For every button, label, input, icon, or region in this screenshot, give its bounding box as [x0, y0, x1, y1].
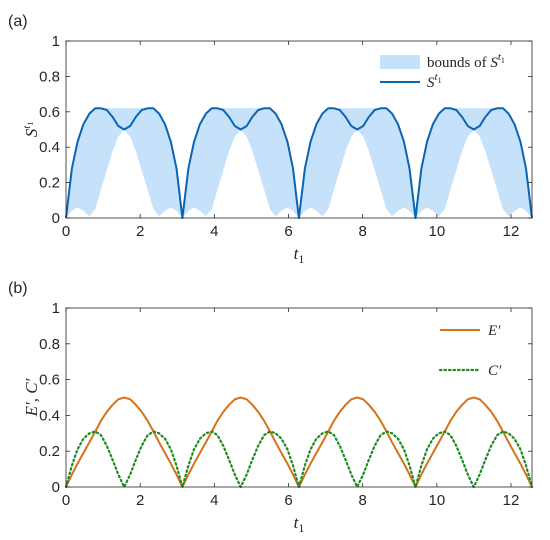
legend-label: C′ — [488, 363, 502, 379]
series-line-1 — [64, 430, 534, 489]
x-axis-title: t1 — [294, 244, 305, 266]
x-tick-label: 6 — [284, 492, 292, 509]
x-tick-label: 10 — [428, 492, 445, 509]
legend-label: St1 — [427, 71, 442, 91]
y-axis-title: E′, C′ — [22, 378, 41, 417]
x-tick-label: 8 — [359, 223, 367, 240]
y-tick-label: 0.8 — [39, 68, 60, 85]
y-tick-label: 0.6 — [39, 104, 60, 121]
x-tick-label: 10 — [428, 223, 445, 240]
y-axis-title-superscript-sub: 1 — [26, 122, 35, 126]
legend-label: E′ — [487, 323, 501, 339]
y-axis-title: St1 — [21, 122, 41, 138]
y-tick-label: 0 — [52, 210, 60, 227]
y-tick-label: 0.4 — [39, 139, 60, 156]
axes-box — [65, 40, 533, 219]
x-axis-title-main: t — [294, 244, 300, 263]
y-tick-label: 1 — [52, 300, 60, 317]
y-tick-label: 0 — [52, 479, 60, 496]
legend-label-symbol: S — [427, 75, 435, 91]
axes-box — [65, 307, 533, 488]
x-tick-label: 2 — [136, 492, 144, 509]
x-tick-label: 4 — [210, 492, 218, 509]
panel-label: (a) — [8, 13, 28, 30]
legend-label: bounds of St1 — [427, 51, 505, 71]
x-tick-label: 0 — [62, 492, 70, 509]
y-tick-label: 0.4 — [39, 407, 60, 424]
legend-label-superscript: t — [498, 51, 502, 63]
x-tick-label: 8 — [359, 492, 367, 509]
x-axis-title: t1 — [294, 513, 305, 535]
legend: E′ C′ — [438, 323, 502, 379]
x-tick-label: 6 — [284, 223, 292, 240]
y-axis-title-main: E′, C′ — [22, 378, 41, 417]
legend-label-main: bounds of — [427, 55, 490, 71]
x-tick-label: 2 — [136, 223, 144, 240]
x-axis-title-subscript: 1 — [298, 252, 304, 266]
legend-label-superscript: t — [435, 71, 439, 83]
y-tick-label: 0.2 — [39, 443, 60, 460]
legend-label-superscript-sub: 1 — [438, 76, 442, 85]
legend-label-superscript-sub: 1 — [501, 56, 505, 65]
x-axis-title-main: t — [294, 513, 300, 532]
x-tick-label: 0 — [62, 223, 70, 240]
y-tick-label: 1 — [52, 33, 60, 50]
x-axis-title-subscript: 1 — [298, 521, 304, 535]
y-tick-label: 0.8 — [39, 336, 60, 353]
x-tick-label: 12 — [503, 492, 520, 509]
legend-label-symbol: S — [490, 55, 498, 71]
bounds-band — [66, 108, 532, 218]
panel-label: (b) — [8, 280, 28, 297]
x-tick-label: 12 — [503, 223, 520, 240]
series-line-0 — [65, 396, 533, 488]
legend-swatch-band — [380, 55, 420, 69]
y-axis-title-superscript: t — [21, 125, 33, 129]
y-tick-label: 0.2 — [39, 175, 60, 192]
x-tick-label: 4 — [210, 223, 218, 240]
y-tick-label: 0.6 — [39, 372, 60, 389]
y-axis-title-main: S — [22, 128, 41, 137]
